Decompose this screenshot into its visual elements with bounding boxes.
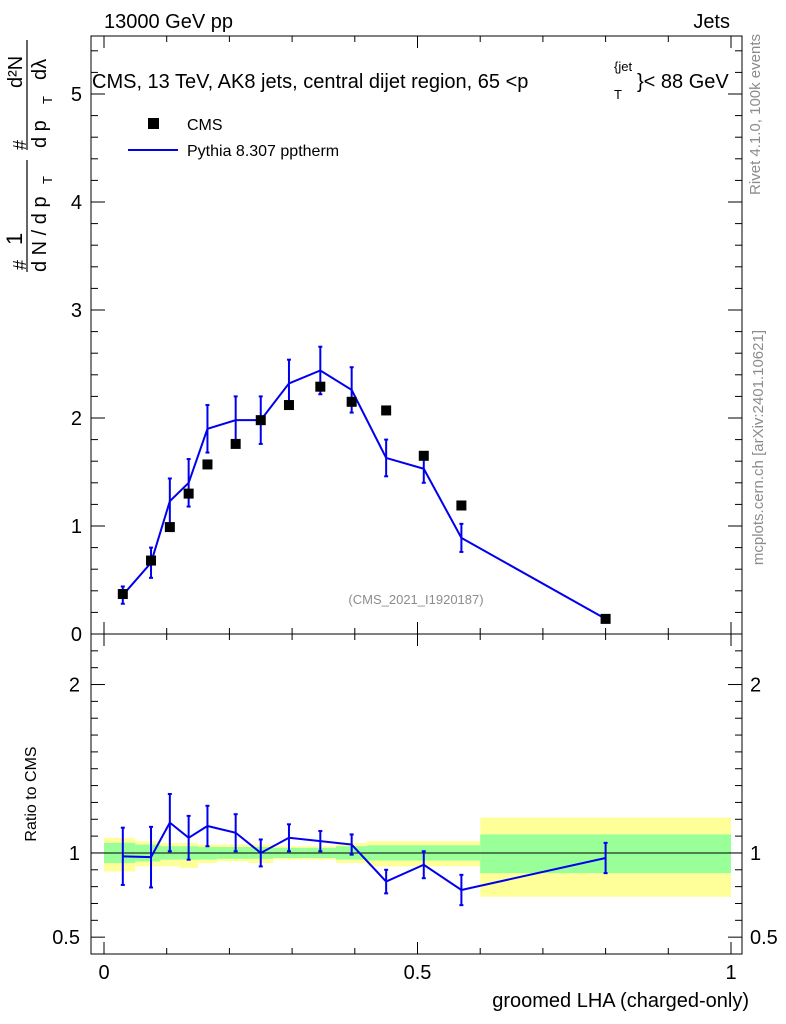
pythia-series [120,345,608,624]
ylabel-t1: T [40,176,55,184]
ylabel-dpt: d p [29,120,51,148]
chart-title-sup: {jet [614,59,632,74]
analysis-watermark: (CMS_2021_I1920187) [348,592,483,607]
y-tick-label-main: 4 [71,192,82,214]
cms-data-point [283,400,294,411]
y-axis-label-ratio: Ratio to CMS [23,746,40,841]
ylabel-t2: T [40,96,55,104]
ylabel-one: 1 [2,233,27,245]
header-right: Jets [693,11,730,33]
ylabel-dn: d N / d p [29,196,51,272]
cms-data-point [381,405,392,416]
cms-data-point [346,396,357,407]
ratio-series [120,793,608,907]
pythia-line [122,369,607,620]
cms-data-point [117,589,128,600]
y-tick-label-ratio-left: 1 [69,843,80,865]
rivet-label: Rivet 4.1.0, 100k events [747,34,764,195]
cms-data-point [418,450,429,461]
cms-data-point [456,500,467,511]
y-tick-label-ratio-left: 0.5 [52,927,80,949]
y-tick-label-main: 2 [71,408,82,430]
cms-data-point [164,522,175,533]
x-tick-label: 1 [725,962,736,984]
y-tick-label-ratio-left: 2 [69,675,80,697]
x-axis-label: groomed LHA (charged-only) [492,990,749,1012]
ratio-line [122,821,606,892]
cms-data-point [600,613,611,624]
cms-data-point [146,555,157,566]
tick-labels: 0 0.5 1 0 1 2 3 4 5 0.5 0.5 1 1 2 2 [52,84,778,984]
y-tick-label-main: 5 [71,84,82,106]
cms-data-point [255,415,266,426]
chart-title-sub: T [614,87,622,102]
legend-cms-label: CMS [187,117,223,134]
y-tick-label-ratio-right: 1 [750,843,761,865]
cms-data-point [230,438,241,449]
y-tick-label-ratio-right: 0.5 [750,927,778,949]
chart-title: CMS, 13 TeV, AK8 jets, central dijet reg… [92,71,528,93]
mcplots-label: mcplots.cern.ch [arXiv:2401.10621] [750,330,767,565]
chart-title-tail: }< 88 GeV [637,71,729,93]
ylabel-hash1: # [10,260,30,270]
ratio-frame [90,633,743,955]
axis-ticks [91,36,742,954]
ylabel-hash2: # [10,140,30,150]
y-tick-label-main: 3 [71,300,82,322]
legend-cms-marker [148,118,159,129]
y-tick-label-main: 1 [71,516,82,538]
y-tick-label-main: 0 [71,624,82,646]
cms-series [117,381,611,624]
cms-data-point [202,459,213,470]
x-tick-label: 0.5 [404,962,432,984]
cms-data-point [315,381,326,392]
ylabel-d2n: d²N [5,56,27,88]
y-tick-label-ratio-right: 2 [750,675,761,697]
y-axis-label-main: # 1 d N / d p T # d²N d p T dλ [2,40,55,272]
x-tick-label: 0 [98,962,109,984]
legend-pythia-label: Pythia 8.307 pptherm [187,143,339,160]
cms-data-point [183,488,194,499]
header-left: 13000 GeV pp [104,11,233,33]
ylabel-dlambda: dλ [29,59,51,80]
